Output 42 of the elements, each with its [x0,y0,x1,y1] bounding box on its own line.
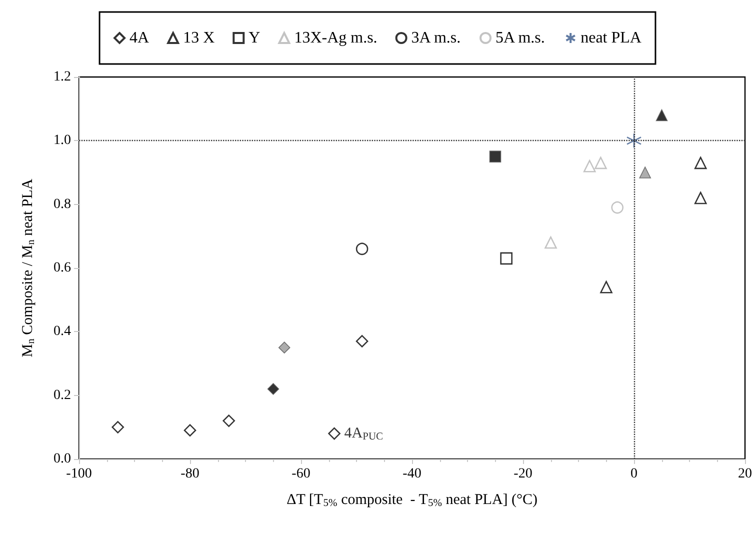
point [489,150,502,162]
x-tick-label: -100 [66,466,92,482]
point [356,335,368,348]
x-tick-label: 20 [738,466,752,482]
legend-label: Y [248,30,261,46]
y-tick-label: 0.2 [54,388,71,403]
point [611,201,624,214]
legend-label: 13 X [183,30,216,46]
point [639,166,651,178]
point [328,427,340,440]
point [222,414,235,427]
legend-label: 13X-Ag m.s. [294,30,378,46]
y-tick-label: 1.0 [54,133,71,148]
x-tick-label: -40 [402,466,422,482]
point [694,156,707,170]
x-tick-label: -20 [514,466,532,482]
point [583,160,596,172]
point [600,280,612,294]
point [594,156,607,170]
point [694,192,707,204]
point [500,252,512,265]
point [544,236,557,249]
legend-label: 5A m.s. [496,30,545,46]
legend-label: neat PLA [580,30,642,46]
point [656,109,668,122]
x-tick-label: 0 [630,466,638,482]
point [626,133,642,148]
point [112,421,124,434]
y-axis-title: Mn Composite / Mn neat PLA [20,178,37,358]
point [184,424,196,436]
legend-label: 3A m.s. [411,30,461,46]
point [278,342,290,354]
point [356,242,368,256]
legend-label: 4A [130,30,150,46]
y-tick-label: 0.8 [54,196,71,212]
point [267,383,280,395]
x-tick-label: -60 [292,466,310,482]
y-tick-label: 1.2 [54,70,71,84]
y-tick-label: 0.4 [54,324,71,340]
y-tick-label: 0.0 [54,452,71,466]
x-tick-label: -80 [180,466,200,482]
y-tick-label: 0.6 [54,260,71,276]
